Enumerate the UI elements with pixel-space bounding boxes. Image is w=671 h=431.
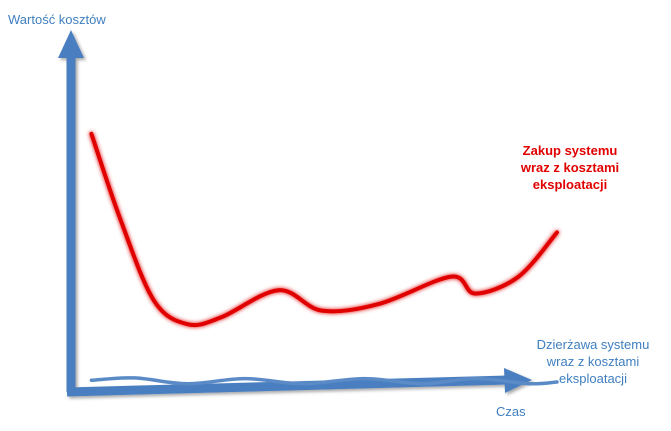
y-axis-arrowhead	[58, 30, 84, 58]
series-line-lease	[89, 376, 559, 386]
y-axis-title: Wartość kosztów	[8, 12, 106, 27]
series-label-lease-line: eksploatacji	[559, 371, 627, 386]
series-label-purchase-line: wraz z kosztami	[520, 160, 619, 175]
x-axis-arrowhead	[504, 368, 532, 393]
series-label-lease: Dzierżawa systemu wraz z kosztami eksploat…	[537, 337, 650, 386]
series-label-lease-line: wraz z kosztami	[546, 354, 640, 369]
series-line-purchase	[89, 131, 559, 328]
series-layer	[89, 131, 559, 386]
series-label-lease-line: Dzierżawa systemu	[537, 337, 650, 352]
series-label-purchase: Zakup systemu wraz z kosztami eksploatacji	[520, 143, 619, 192]
axes	[58, 30, 532, 397]
series-label-purchase-line: eksploatacji	[533, 177, 607, 192]
x-axis-title: Czas	[496, 404, 526, 419]
series-label-purchase-line: Zakup systemu	[523, 143, 618, 158]
series-labels: Zakup systemu wraz z kosztami eksploatacji…	[520, 143, 649, 386]
